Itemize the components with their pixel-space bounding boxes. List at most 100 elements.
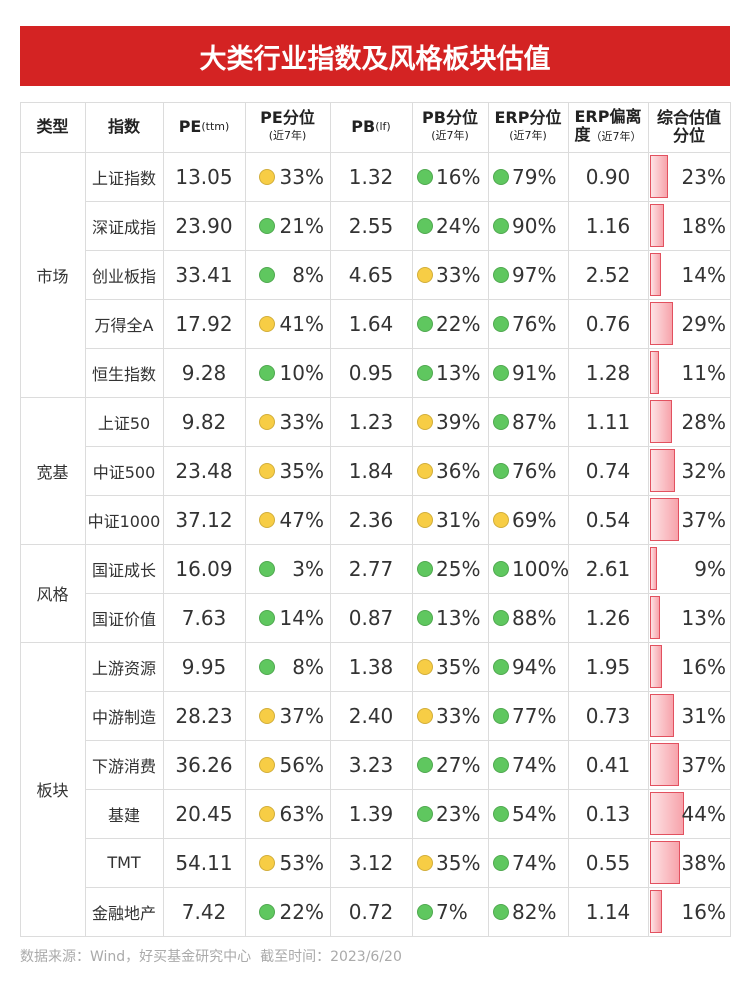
status-dot bbox=[259, 413, 275, 430]
row-line bbox=[85, 446, 730, 447]
percentile-text: 31% bbox=[436, 507, 481, 532]
status-dot bbox=[493, 609, 509, 626]
percentile-cell: 97% bbox=[488, 250, 568, 299]
status-dot bbox=[417, 168, 433, 185]
pb: 1.64 bbox=[348, 311, 394, 336]
header-text: PB bbox=[351, 117, 376, 136]
status-dot bbox=[259, 756, 275, 773]
pe: 33.41 bbox=[175, 262, 233, 287]
percentile-text: 33% bbox=[279, 164, 324, 189]
percentile-cell: 53% bbox=[245, 838, 330, 887]
pb: 2.55 bbox=[348, 213, 394, 238]
pe: 9.95 bbox=[181, 654, 227, 679]
pb: 2.40 bbox=[348, 703, 394, 728]
percentile-text: 21% bbox=[279, 213, 324, 238]
percentile-text: 13% bbox=[436, 605, 481, 630]
percentile-text: 76% bbox=[512, 311, 557, 336]
status-dot bbox=[493, 903, 509, 920]
percentile-text: 35% bbox=[436, 654, 481, 679]
column-line bbox=[730, 102, 731, 937]
percentile-cell: 37% bbox=[245, 691, 330, 740]
percentile-text: 33% bbox=[436, 262, 481, 287]
index-name: 下游消费 bbox=[91, 756, 156, 776]
header-unit: (lf) bbox=[375, 120, 391, 133]
pe: 7.42 bbox=[181, 899, 227, 924]
header-cell: PB (lf) bbox=[330, 102, 412, 152]
status-dot bbox=[493, 168, 509, 185]
percentile-cell: 94% bbox=[488, 642, 568, 691]
percentile-text: 22% bbox=[279, 899, 324, 924]
percentile-cell: 76% bbox=[488, 299, 568, 348]
index-name: 中证1000 bbox=[87, 511, 161, 531]
group-label: 板块 bbox=[36, 781, 69, 800]
percentile-cell: 31% bbox=[412, 495, 488, 544]
status-dot bbox=[259, 903, 275, 920]
status-dot bbox=[417, 462, 433, 479]
composite-bar bbox=[650, 204, 665, 247]
percentile-text: 77% bbox=[512, 703, 557, 728]
percentile-text: 54% bbox=[512, 801, 557, 826]
percentile-text: 74% bbox=[512, 850, 557, 875]
composite-text: 31% bbox=[681, 703, 726, 728]
percentile-cell: 3% bbox=[245, 544, 330, 593]
composite-bar bbox=[650, 498, 679, 541]
header-sub: （近7年） bbox=[590, 130, 642, 143]
percentile-cell: 79% bbox=[488, 152, 568, 201]
erp-deviation: 0.55 bbox=[585, 850, 631, 875]
row-line bbox=[85, 789, 730, 790]
composite-text: 28% bbox=[681, 409, 726, 434]
row-line bbox=[85, 691, 730, 692]
index-name: 基建 bbox=[107, 805, 140, 825]
percentile-cell: 33% bbox=[412, 250, 488, 299]
erp-deviation: 1.14 bbox=[585, 899, 631, 924]
percentile-cell: 35% bbox=[412, 838, 488, 887]
composite-text: 11% bbox=[681, 360, 726, 385]
status-dot bbox=[259, 266, 275, 283]
row-line bbox=[20, 642, 730, 643]
percentile-text: 36% bbox=[436, 458, 481, 483]
percentile-cell: 24% bbox=[412, 201, 488, 250]
row-line bbox=[85, 250, 730, 251]
percentile-text: 69% bbox=[512, 507, 557, 532]
column-line bbox=[20, 102, 21, 937]
pe: 17.92 bbox=[175, 311, 233, 336]
percentile-cell: 7% bbox=[412, 887, 488, 936]
composite-bar bbox=[650, 449, 675, 492]
pe: 20.45 bbox=[175, 801, 233, 826]
percentile-cell: 16% bbox=[412, 152, 488, 201]
percentile-text: 79% bbox=[512, 164, 557, 189]
pe: 36.26 bbox=[175, 752, 233, 777]
composite-text: 44% bbox=[681, 801, 726, 826]
composite-bar bbox=[650, 645, 663, 688]
column-line bbox=[648, 102, 649, 937]
percentile-text: 74% bbox=[512, 752, 557, 777]
status-dot bbox=[493, 266, 509, 283]
header-text: ERP分位 bbox=[494, 108, 562, 127]
row-line bbox=[85, 299, 730, 300]
row-line bbox=[20, 936, 730, 937]
index-name: 恒生指数 bbox=[91, 364, 156, 384]
percentile-text: 87% bbox=[512, 409, 557, 434]
composite-bar bbox=[650, 547, 658, 590]
erp-deviation: 0.90 bbox=[585, 164, 631, 189]
status-dot bbox=[417, 609, 433, 626]
percentile-cell: 33% bbox=[245, 152, 330, 201]
status-dot bbox=[493, 511, 509, 528]
status-dot bbox=[493, 413, 509, 430]
composite-bar bbox=[650, 253, 661, 296]
percentile-text: 27% bbox=[436, 752, 481, 777]
percentile-text: 82% bbox=[512, 899, 557, 924]
pb: 1.32 bbox=[348, 164, 394, 189]
status-dot bbox=[259, 364, 275, 381]
header-text: 分位 bbox=[672, 126, 705, 145]
status-dot bbox=[417, 707, 433, 724]
percentile-cell: 23% bbox=[412, 789, 488, 838]
border-line bbox=[20, 152, 730, 153]
percentile-text: 94% bbox=[512, 654, 557, 679]
status-dot bbox=[259, 805, 275, 822]
composite-bar bbox=[650, 890, 663, 933]
percentile-cell: 82% bbox=[488, 887, 568, 936]
pb: 3.12 bbox=[348, 850, 394, 875]
percentile-text: 41% bbox=[279, 311, 324, 336]
status-dot bbox=[417, 364, 433, 381]
